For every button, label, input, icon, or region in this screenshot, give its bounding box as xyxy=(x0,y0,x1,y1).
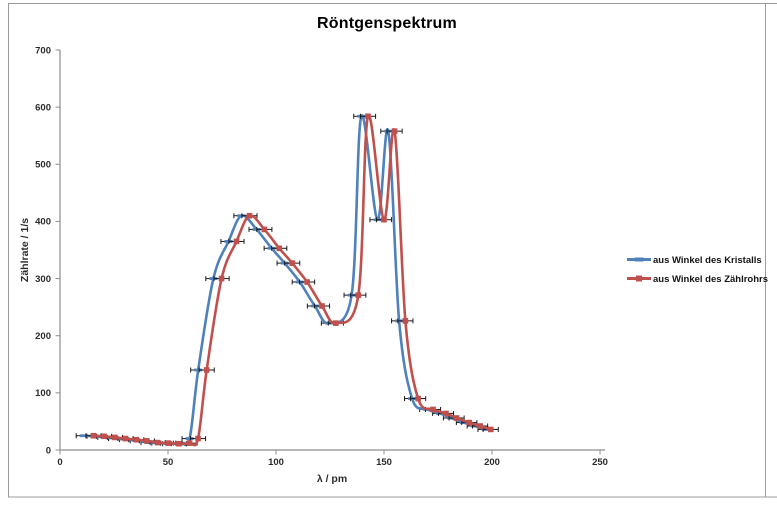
square-marker xyxy=(195,435,201,442)
square-marker xyxy=(402,318,409,324)
square-marker xyxy=(203,367,210,373)
x-axis-ticks: 0 50 100 150 200 250 xyxy=(57,450,608,468)
x-tick-label: 200 xyxy=(484,457,500,468)
square-marker xyxy=(112,434,118,441)
y-tick-label: 0 xyxy=(46,445,51,456)
square-marker xyxy=(186,440,193,446)
y-tick-label: 700 xyxy=(35,45,51,56)
square-marker xyxy=(122,435,129,442)
square-marker xyxy=(218,275,225,282)
square-marker xyxy=(355,292,362,298)
x-tick-label: 150 xyxy=(376,457,392,468)
legend-label-kristall: aus Winkel des Kristalls xyxy=(653,255,762,266)
square-marker xyxy=(276,245,283,252)
y-tick-label: 400 xyxy=(35,217,51,228)
y-tick-label: 500 xyxy=(35,160,51,171)
square-marker xyxy=(487,426,494,433)
square-marker xyxy=(154,439,161,446)
square-marker xyxy=(233,238,240,245)
square-marker xyxy=(90,432,97,439)
square-marker xyxy=(415,395,421,402)
legend-marker-zaehlrohr xyxy=(636,275,642,282)
square-marker xyxy=(365,113,371,120)
square-marker xyxy=(289,260,295,266)
dash-marker xyxy=(194,368,203,372)
x-tick-label: 0 xyxy=(57,457,62,468)
y-tick-label: 300 xyxy=(35,274,51,285)
square-marker xyxy=(453,415,460,421)
legend-label-zaehlrohr: aus Winkel des Zählrohrs xyxy=(653,274,768,285)
square-marker xyxy=(304,279,310,285)
square-marker xyxy=(165,440,172,446)
series-zaehlrohr xyxy=(85,113,499,447)
square-marker xyxy=(176,440,182,447)
square-marker xyxy=(101,433,107,440)
legend: aus Winkel des Kristalls aus Winkel des … xyxy=(627,255,768,285)
y-tick-label: 600 xyxy=(35,102,51,113)
square-marker xyxy=(319,303,325,309)
legend-marker-kristall xyxy=(634,257,644,262)
square-marker xyxy=(477,423,483,429)
plot-series xyxy=(75,113,499,447)
y-axis-title: Zählrate / 1/s xyxy=(19,218,31,282)
y-tick-label: 200 xyxy=(35,331,51,342)
x-axis-title: λ / pm xyxy=(317,473,347,485)
square-marker xyxy=(381,216,387,223)
square-marker xyxy=(133,436,140,443)
square-marker xyxy=(430,406,436,413)
square-marker xyxy=(261,226,268,233)
y-tick-label: 100 xyxy=(35,388,51,399)
square-marker xyxy=(246,212,253,219)
square-marker xyxy=(391,128,398,134)
x-tick-label: 250 xyxy=(592,457,608,468)
square-marker xyxy=(333,320,339,326)
x-tick-label: 50 xyxy=(163,457,174,468)
x-tick-label: 100 xyxy=(268,457,284,468)
chart-border xyxy=(8,3,766,498)
square-marker xyxy=(466,419,473,426)
square-marker xyxy=(144,438,150,444)
dash-marker xyxy=(79,434,88,438)
square-marker xyxy=(443,410,449,417)
y-axis-ticks: 0 100 200 300 400 500 600 700 xyxy=(35,45,60,456)
dash-marker xyxy=(185,437,194,440)
dash-marker xyxy=(209,277,218,280)
chart-title: Röntgenspektrum xyxy=(317,15,457,32)
